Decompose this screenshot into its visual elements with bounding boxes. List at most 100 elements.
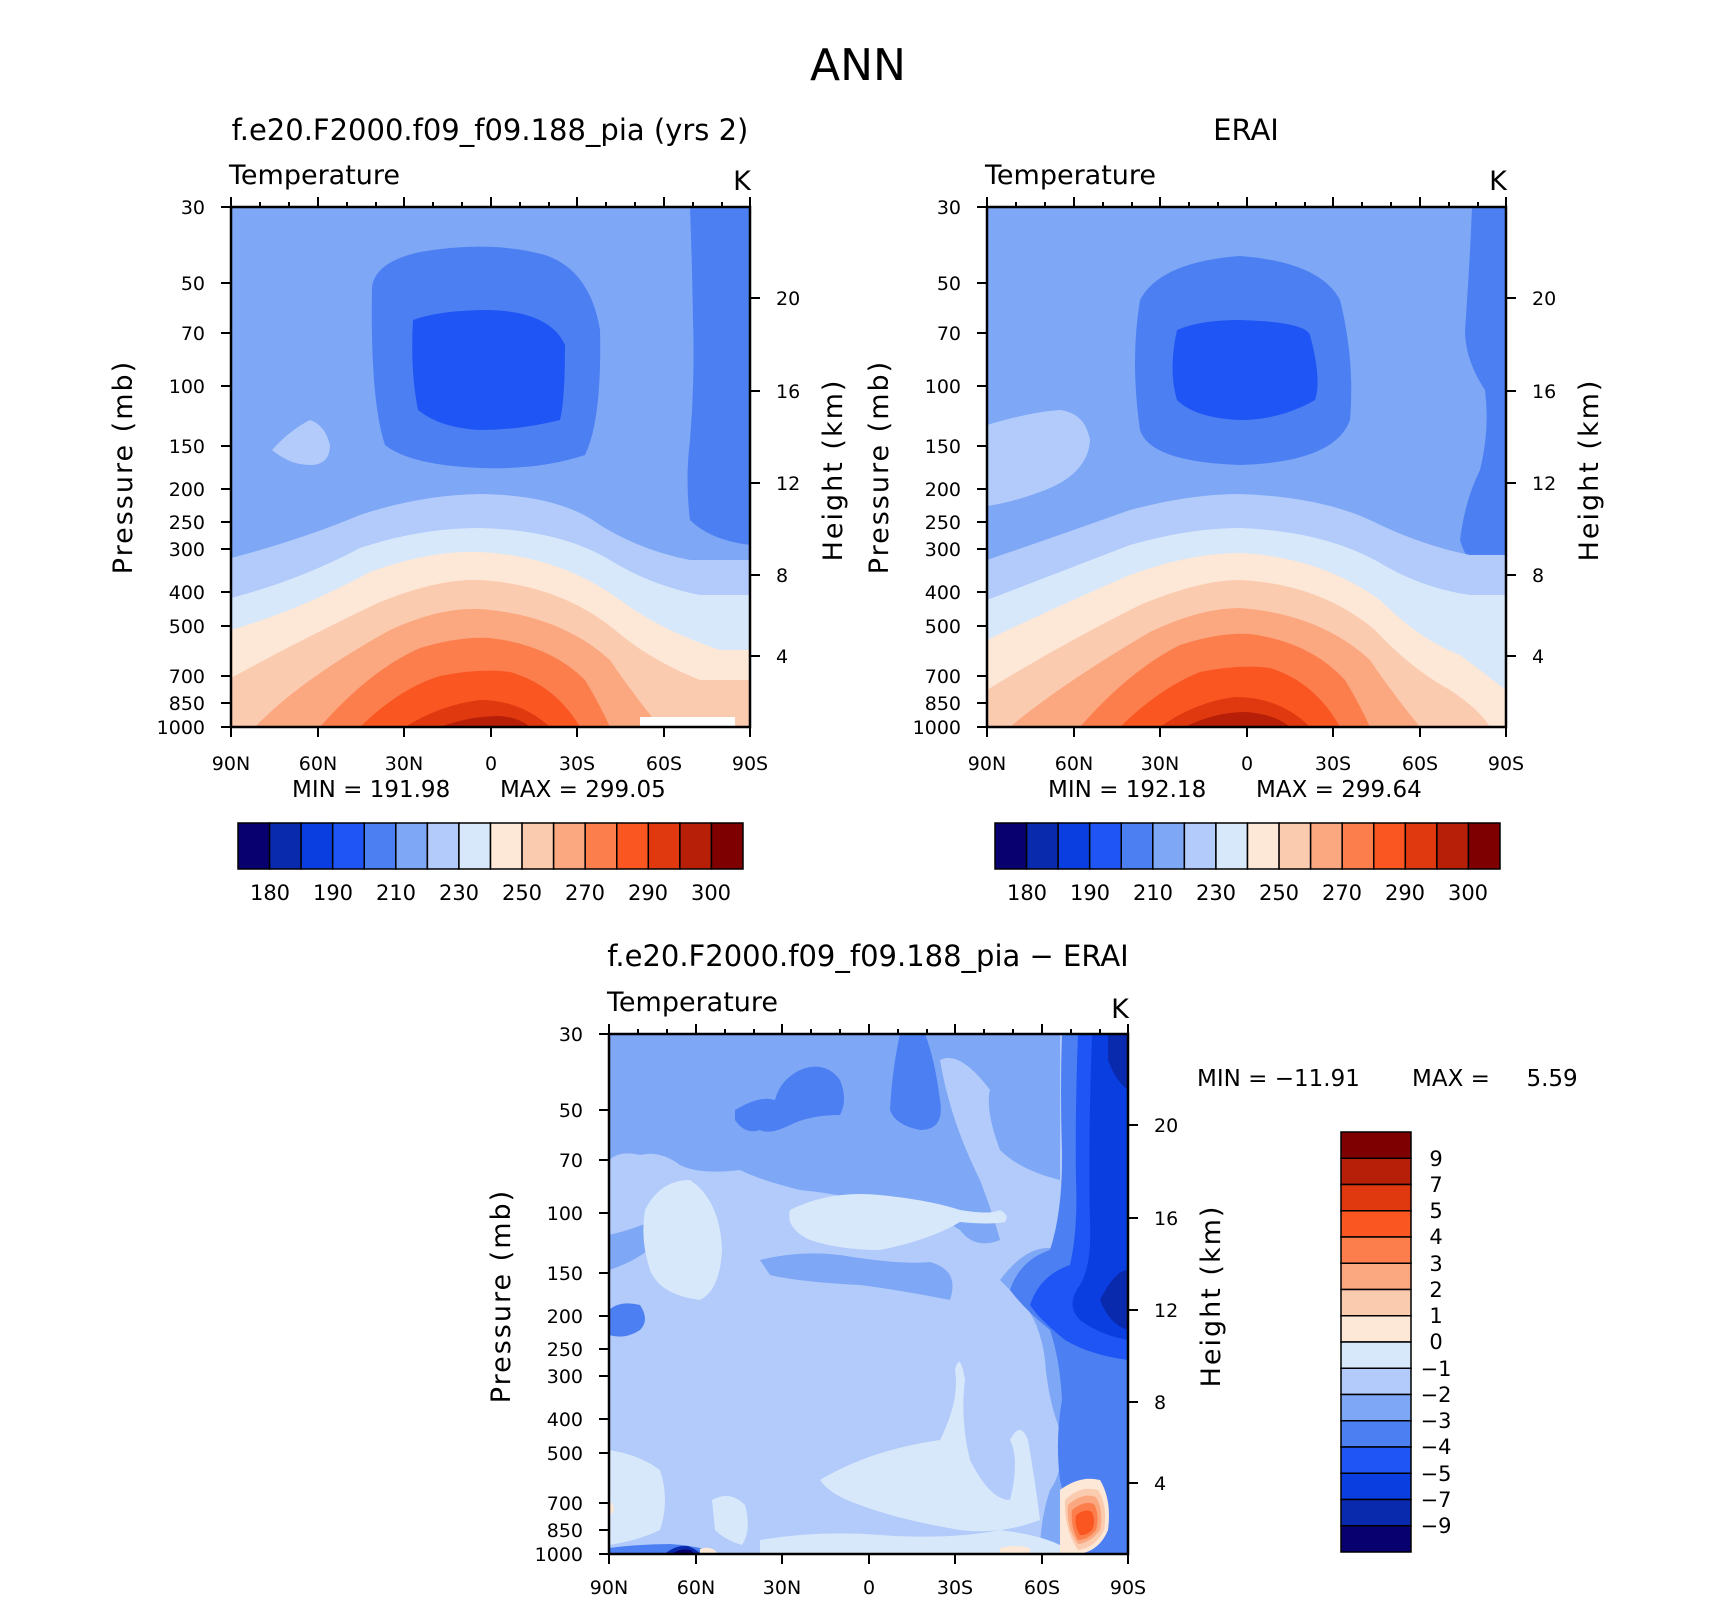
y-tick-labels: 30 50 70 100 150 200 250 300 400 500 700…: [913, 197, 961, 739]
x-tick-label: 90N: [590, 1577, 628, 1599]
y2-tick-labels: 4 8 12 16 20: [1532, 288, 1556, 668]
y-tick-label: 250: [547, 1339, 583, 1361]
y-tick-label: 70: [559, 1150, 583, 1172]
panel-title: f.e20.F2000.f09_f09.188_pia − ERAI: [607, 939, 1128, 973]
y-tick-label: 1000: [157, 717, 205, 739]
colorbar-swatch: [489, 822, 523, 870]
colorbar-label: 290: [628, 881, 668, 905]
colorbar-label: 230: [1196, 881, 1236, 905]
colorbar-swatch: [1057, 822, 1091, 870]
colorbar-label: 230: [439, 881, 479, 905]
colorbar: 180 190 210 230 250 270 290 300: [994, 822, 1501, 905]
colorbar-swatch: [1340, 1288, 1412, 1317]
x-tick-label: 30S: [1315, 753, 1351, 775]
x-tick-label: 90N: [968, 753, 1006, 775]
contour-band: [890, 1034, 941, 1130]
axes-frame: [221, 197, 760, 737]
colorbar-swatch: [1467, 822, 1501, 870]
colorbar-swatch: [1340, 1131, 1412, 1159]
x-tick-labels: 90N 60N 30N 0 30S 60S 90S: [590, 1577, 1146, 1599]
colorbar-label: 5: [1429, 1199, 1442, 1223]
y2-tick-labels: 4 8 12 16 20: [776, 288, 800, 668]
colorbar-label: 290: [1385, 881, 1425, 905]
panel-title: ERAI: [1213, 113, 1279, 147]
axes-frame: [599, 1024, 1138, 1564]
y2-tick-label: 4: [1154, 1473, 1166, 1495]
colorbar-label: 190: [313, 881, 353, 905]
contour-band: [609, 1450, 665, 1545]
colorbar-swatch: [426, 822, 460, 870]
colorbar-swatch: [1152, 822, 1186, 870]
colorbar-swatch: [1088, 822, 1122, 870]
y2-tick-label: 8: [1532, 565, 1544, 587]
y-tick-label: 500: [925, 616, 961, 638]
y-tick-label: 70: [937, 323, 961, 345]
y2-tick-label: 12: [776, 473, 800, 495]
colorbar-swatch: [1340, 1525, 1412, 1553]
contour-field: [231, 207, 750, 727]
y-tick-label: 300: [925, 539, 961, 561]
y-tick-label: 400: [169, 582, 205, 604]
colorbar-swatch: [1404, 822, 1438, 870]
y2-tick-label: 4: [1532, 646, 1544, 668]
y-tick-label: 1000: [535, 1544, 583, 1566]
colorbar-swatch: [1341, 822, 1375, 870]
colorbar-swatches: [1340, 1131, 1412, 1553]
colorbar-label: 250: [502, 881, 542, 905]
colorbar-label: −5: [1421, 1462, 1452, 1486]
max-label: MAX = 299.64: [1256, 777, 1422, 803]
y-tick-label: 250: [925, 512, 961, 534]
colorbar-label: 250: [1259, 881, 1299, 905]
missing-data-region: [640, 717, 735, 727]
y-tick-label: 100: [925, 376, 961, 398]
x-tick-label: 90S: [1110, 1577, 1146, 1599]
panel-obs: ERAI Temperature K: [864, 113, 1605, 905]
y-axis-label: Pressure (mb): [864, 360, 895, 574]
colorbar-label: 4: [1429, 1225, 1442, 1249]
min-label: MIN = 192.18: [1048, 777, 1206, 803]
panel-title: f.e20.F2000.f09_f09.188_pia (yrs 2): [232, 113, 749, 147]
colorbar-label: −1: [1421, 1357, 1452, 1381]
y-tick-label: 1000: [913, 717, 961, 739]
y-tick-label: 850: [547, 1520, 583, 1542]
panel-diff: f.e20.F2000.f09_f09.188_pia − ERAI Tempe…: [486, 939, 1578, 1599]
colorbar-swatch: [1278, 822, 1312, 870]
x-tick-label: 0: [863, 1577, 875, 1599]
colorbar: 9 7 5 4 3 2 1 0 −1 −2 −3 −4 −5 −7 −9: [1340, 1131, 1452, 1553]
y-tick-label: 150: [925, 436, 961, 458]
y-tick-label: 850: [925, 693, 961, 715]
colorbar-swatch: [1340, 1420, 1412, 1448]
x-tick-labels: 90N 60N 30N 0 30S 60S 90S: [212, 753, 768, 775]
colorbar-swatch: [1246, 822, 1280, 870]
y2-tick-label: 12: [1532, 473, 1556, 495]
contour-band: [789, 1194, 1007, 1250]
x-tick-label: 90N: [212, 753, 250, 775]
y2-tick-label: 8: [1154, 1392, 1166, 1414]
colorbar-swatch: [1340, 1393, 1412, 1422]
y-tick-label: 500: [547, 1443, 583, 1465]
y-tick-label: 30: [181, 197, 205, 219]
contour-band: [1460, 207, 1506, 578]
y-tick-label: 50: [559, 1100, 583, 1122]
colorbar-swatches: [237, 822, 744, 870]
contour-band: [760, 1530, 1060, 1554]
colorbar-swatch: [331, 822, 365, 870]
colorbar-swatch: [1340, 1498, 1412, 1527]
y-tick-label: 50: [937, 273, 961, 295]
y2-tick-label: 20: [1532, 288, 1556, 310]
colorbar-swatch: [300, 822, 334, 870]
colorbar-label: −3: [1421, 1409, 1452, 1433]
variable-label: Temperature: [228, 160, 400, 191]
colorbar-label: 180: [250, 881, 290, 905]
x-tick-label: 90S: [732, 753, 768, 775]
colorbar-swatch: [584, 822, 618, 870]
colorbar-swatch: [1340, 1472, 1412, 1501]
axes-frame: [977, 197, 1516, 737]
y2-tick-label: 20: [1154, 1115, 1178, 1137]
contour-band: [712, 1496, 748, 1545]
x-tick-label: 60S: [1024, 1577, 1060, 1599]
colorbar-label: −7: [1421, 1488, 1452, 1512]
x-tick-label: 0: [485, 753, 497, 775]
colorbar-label: −2: [1421, 1383, 1452, 1407]
x-tick-labels: 90N 60N 30N 0 30S 60S 90S: [968, 753, 1524, 775]
